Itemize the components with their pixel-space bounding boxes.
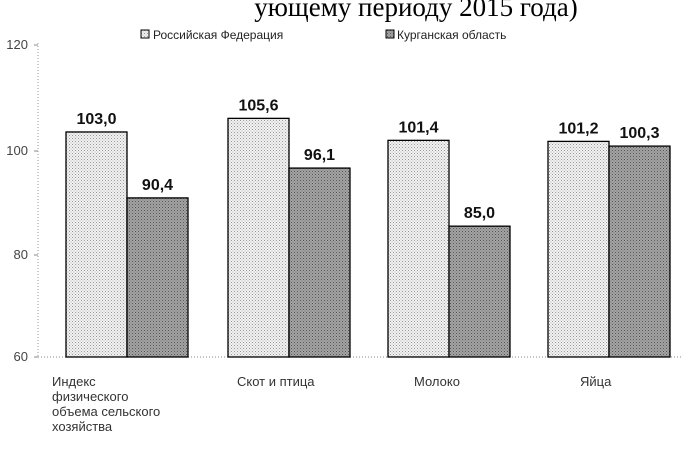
- legend-label-kurgan: Курганская область: [397, 28, 506, 42]
- data-label: 96,1: [304, 147, 335, 164]
- data-label: 100,3: [619, 125, 659, 142]
- bar-kurgan-3: [608, 145, 671, 358]
- y-tick-label: 120: [6, 37, 28, 52]
- x-category-label: Индекс: [52, 374, 96, 389]
- legend: Российская Федерация Курганская область: [140, 28, 506, 42]
- data-label: 101,2: [558, 120, 598, 137]
- x-category-label: объема сельского: [52, 404, 160, 419]
- legend-label-rf: Российская Федерация: [153, 28, 283, 42]
- x-category-label: хозяйства: [52, 419, 113, 434]
- y-tick-label: 80: [14, 247, 28, 262]
- y-tick-label: 100: [6, 143, 28, 158]
- bar-rf-3: [547, 140, 610, 358]
- data-label: 105,6: [238, 97, 278, 114]
- bar-rf-0: [65, 131, 128, 358]
- bar-rf-2: [387, 139, 450, 358]
- data-label: 85,0: [464, 205, 495, 222]
- title-fragment: ующему периоду 2015 года): [254, 0, 577, 22]
- data-label: 103,0: [76, 111, 116, 128]
- legend-swatch-kurgan: [385, 29, 395, 39]
- data-label: 90,4: [142, 177, 173, 194]
- bar-rf-1: [227, 117, 290, 358]
- y-tick-label: 60: [14, 349, 28, 364]
- bar-kurgan-0: [126, 197, 189, 358]
- x-category-label: Скот и птица: [237, 374, 315, 389]
- x-category-label: Молоко: [414, 374, 460, 389]
- x-category-label: физического: [52, 389, 128, 404]
- x-category-label: Яйца: [580, 374, 612, 389]
- bar-kurgan-2: [448, 225, 511, 358]
- data-label: 101,4: [398, 119, 438, 136]
- legend-swatch-rf: [140, 29, 150, 39]
- bar-kurgan-1: [288, 167, 351, 358]
